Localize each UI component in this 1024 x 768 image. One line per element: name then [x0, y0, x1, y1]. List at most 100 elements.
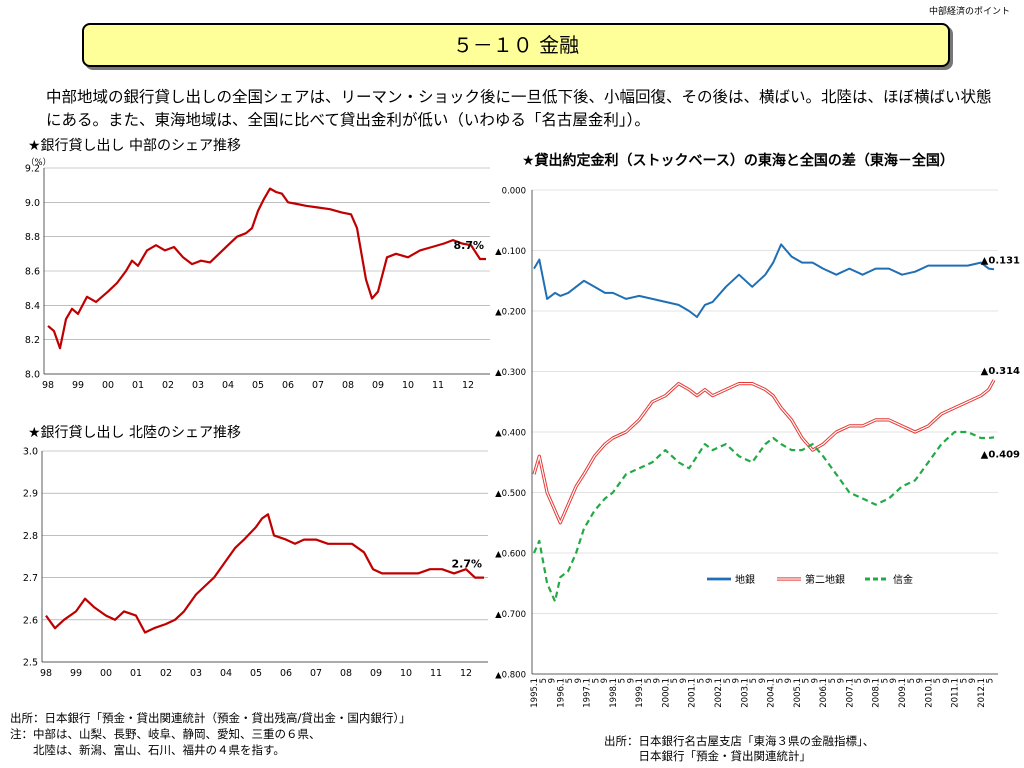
x-tick-label: 5: [854, 678, 864, 683]
x-tick-label: 9: [574, 678, 584, 683]
x-tick-label: 9: [810, 678, 820, 683]
x-tick-label: 98: [42, 380, 54, 391]
x-tick-label: 07: [312, 380, 324, 391]
y-tick-label: ▲0.800: [495, 671, 526, 681]
series-line-daini: [532, 379, 996, 525]
x-tick-label: 1997.1: [583, 678, 593, 708]
x-tick-label: 1996.1: [556, 678, 566, 708]
x-tick-label: 2002.1: [714, 678, 724, 708]
share-line: [47, 187, 486, 350]
x-tick-label: 5: [802, 678, 812, 683]
x-tick-label: 10: [402, 380, 414, 391]
x-tick-label: 04: [220, 668, 232, 679]
x-tick-label: 9: [732, 678, 742, 683]
x-tick-label: 98: [40, 668, 52, 679]
x-tick-label: 9: [679, 678, 689, 683]
y-tick-label: 2.8: [23, 531, 38, 542]
corner-label: 中部経済のポイント: [928, 7, 1010, 17]
legend-label: 第二地銀: [805, 573, 845, 586]
x-tick-label: 2009.1: [898, 678, 908, 708]
y-tick-label: ▲0.300: [495, 368, 526, 378]
x-tick-label: 09: [370, 668, 382, 679]
x-tick-label: 5: [907, 678, 917, 683]
x-tick-label: 9: [705, 678, 715, 683]
source-left-3: 北陸は、新潟、富山、石川、福井の４県を指す。: [10, 743, 285, 757]
x-tick-label: 05: [252, 380, 264, 391]
x-tick-label: 2012.1: [977, 678, 987, 708]
y-tick-label: ▲0.700: [495, 610, 526, 620]
source-left-2: 注：中部は、山梨、長野、岐阜、静岡、愛知、三重の６県、: [10, 727, 321, 741]
x-tick-label: 03: [190, 668, 202, 679]
x-tick-label: 5: [670, 678, 680, 683]
y-tick-label: 9.0: [25, 198, 40, 209]
legend-label: 地銀: [735, 573, 755, 586]
share-line: [45, 513, 484, 634]
page-title: ５－１０ 金融: [82, 23, 950, 67]
x-tick-label: 5: [828, 678, 838, 683]
x-tick-label: 1995.1: [530, 678, 540, 708]
x-tick-label: 2004.1: [767, 678, 777, 708]
x-tick-label: 99: [70, 668, 82, 679]
x-tick-label: 2011.1: [951, 678, 961, 708]
x-tick-label: 12: [462, 380, 474, 391]
y-tick-label: 2.5: [23, 658, 38, 669]
x-tick-label: 9: [837, 678, 847, 683]
x-tick-label: 02: [162, 380, 174, 391]
series-line-chigin: [533, 243, 995, 318]
x-tick-label: 2007.1: [845, 678, 855, 708]
series-line-daini-inner: [533, 379, 995, 524]
x-tick-label: 08: [342, 380, 354, 391]
y-tick-label: 3.0: [23, 447, 38, 458]
x-tick-label: 03: [192, 380, 204, 391]
x-tick-label: 2001.1: [688, 678, 698, 708]
x-tick-label: 00: [102, 380, 114, 391]
x-tick-label: 9: [758, 678, 768, 683]
y-tick-label: ▲0.400: [495, 429, 526, 439]
x-tick-label: 01: [132, 380, 144, 391]
x-tick-label: 5: [749, 678, 759, 683]
x-tick-label: 9: [626, 678, 636, 683]
end-value-label: ▲0.409: [981, 449, 1020, 460]
x-tick-label: 2000.1: [661, 678, 671, 708]
x-tick-label: 5: [775, 678, 785, 683]
chart-title-chubu: ★銀行貸し出し 中部のシェア推移: [28, 138, 242, 154]
y-axis-unit: （%）: [26, 157, 51, 168]
x-tick-label: 05: [250, 668, 262, 679]
x-tick-label: 5: [591, 678, 601, 683]
y-tick-label: 8.4: [25, 301, 40, 312]
y-tick-label: 2.6: [23, 615, 38, 626]
x-tick-label: 9: [863, 678, 873, 683]
end-value-label: ▲0.314: [981, 366, 1020, 377]
x-tick-label: 9: [600, 678, 610, 683]
x-tick-label: 02: [160, 668, 172, 679]
x-tick-label: 5: [539, 678, 549, 683]
x-tick-label: 06: [280, 668, 292, 679]
y-tick-label: 8.6: [25, 267, 40, 278]
x-tick-label: 1998.1: [609, 678, 619, 708]
y-tick-label: 8.2: [25, 335, 40, 346]
x-tick-label: 01: [130, 668, 142, 679]
x-tick-label: 11: [430, 668, 442, 679]
y-tick-label: ▲0.200: [495, 308, 526, 318]
lead-text: 中部地域の銀行貸し出しの全国シェアは、リーマン・ショック後に一旦低下後、小幅回復…: [46, 88, 992, 129]
x-tick-label: 5: [933, 678, 943, 683]
x-tick-label: 5: [881, 678, 891, 683]
x-tick-label: 5: [723, 678, 733, 683]
x-tick-label: 04: [222, 380, 234, 391]
chart-title-rate: ★貸出約定金利（ストックベース）の東海と全国の差（東海－全国）: [522, 153, 954, 169]
source-left-1: 出所：日本銀行「預金・貸出関連統計（預金・貸出残高/貸出金・国内銀行）」: [10, 711, 411, 725]
x-tick-label: 00: [100, 668, 112, 679]
y-tick-label: 0.000: [502, 187, 526, 197]
x-tick-label: 12: [460, 668, 472, 679]
x-tick-label: 2006.1: [819, 678, 829, 708]
legend-label: 信金: [893, 573, 913, 586]
y-tick-label: 2.7: [23, 573, 38, 584]
x-tick-label: 2010.1: [924, 678, 934, 708]
x-tick-label: 5: [959, 678, 969, 683]
x-tick-label: 2005.1: [793, 678, 803, 708]
y-tick-label: 9.2: [25, 164, 40, 175]
x-tick-label: 09: [372, 380, 384, 391]
chart-title-hokuriku: ★銀行貸し出し 北陸のシェア推移: [28, 425, 242, 441]
source-right-1: 出所：日本銀行名古屋支店「東海３県の金融指標」、: [604, 734, 875, 748]
